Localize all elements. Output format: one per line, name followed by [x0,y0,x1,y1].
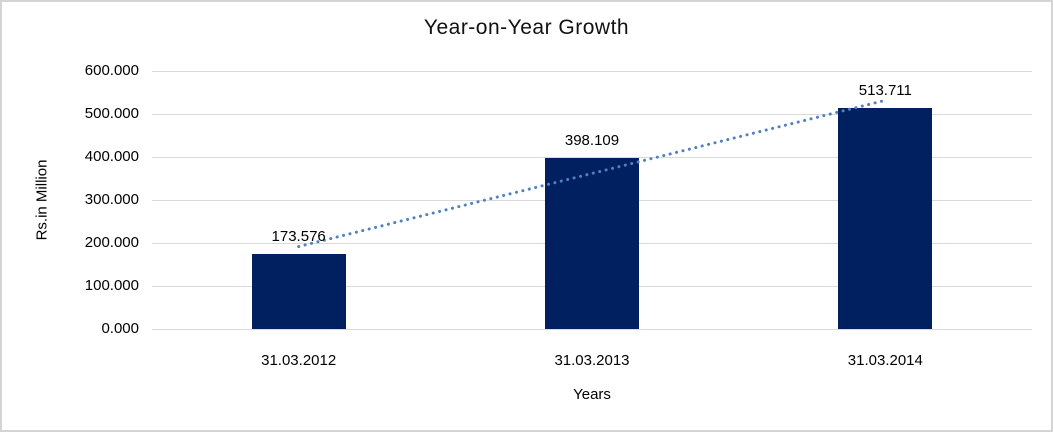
y-tick-label: 0.000 [101,320,139,337]
x-axis-title: Years [573,386,611,403]
plot-area [152,71,1032,330]
gridline [152,157,1032,158]
y-tick-label: 500.000 [84,105,139,122]
y-tick-label: 400.000 [84,148,139,165]
x-tick-label: 31.03.2013 [554,352,630,369]
x-tick-label: 31.03.2012 [261,352,337,369]
gridline [152,329,1032,330]
bar-data-label: 173.576 [271,228,326,246]
gridline [152,114,1032,115]
bar [545,157,639,329]
chart-title: Year-on-Year Growth [423,16,630,39]
y-tick-label: 100.000 [84,277,139,294]
trendline [297,98,887,249]
gridline [152,71,1032,72]
y-tick-label: 200.000 [84,234,139,251]
bar-data-label: 513.711 [858,82,912,100]
trendline-path [297,98,887,249]
y-tick-label: 600.000 [84,62,139,79]
bar [251,254,346,329]
bar [838,108,933,329]
x-tick-label: 31.03.2014 [847,352,923,369]
bar-data-label: 398.109 [564,131,620,149]
y-tick-label: 300.000 [84,191,139,208]
